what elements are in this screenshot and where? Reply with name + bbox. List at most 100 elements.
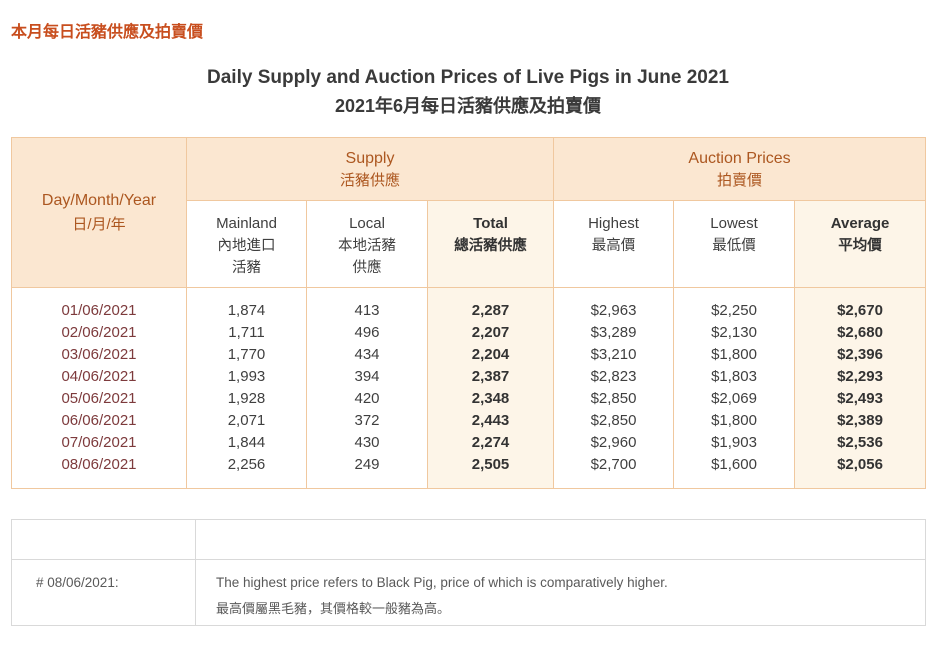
footnote-empty-row	[11, 519, 926, 560]
cell-average: $2,680	[794, 322, 927, 344]
cell-lowest: $2,130	[673, 322, 796, 344]
table-row: 01/06/2021 1,874 413 2,287 $2,963 $2,250 $2,67…	[11, 287, 927, 322]
cell-highest: $2,963	[553, 287, 675, 322]
col-lowest-en: Lowest	[710, 215, 758, 232]
col-header-total: Total 總活豬供應	[426, 200, 555, 288]
page-heading: 本月每日活豬供應及拍賣價	[11, 24, 204, 41]
cell-date: 07/06/2021	[11, 432, 187, 454]
cell-highest: $2,960	[553, 432, 675, 454]
cell-average: $2,670	[794, 287, 927, 322]
group-supply-zh: 活豬供應	[340, 171, 401, 189]
col-local-en: Local	[349, 215, 385, 232]
group-auction-en: Auction Prices	[688, 149, 791, 167]
group-supply-en: Supply	[345, 149, 395, 167]
cell-highest: $2,850	[553, 388, 675, 410]
cell-total: 2,348	[426, 388, 555, 410]
col-highest-en: Highest	[588, 215, 639, 232]
cell-highest: $3,210	[553, 344, 675, 366]
cell-date: 04/06/2021	[11, 366, 187, 388]
date-header-zh: 日/月/年	[72, 216, 126, 233]
footnote-text-en: The highest price refers to Black Pig, p…	[216, 575, 668, 590]
footnote-label: # 08/06/2021:	[11, 559, 196, 626]
col-total-en: Total	[473, 215, 508, 232]
cell-average: $2,056	[794, 454, 927, 489]
cell-local: 420	[306, 388, 428, 410]
cell-mainland: 1,993	[186, 366, 307, 388]
date-column-header: Day/Month/Year 日/月/年	[11, 137, 187, 288]
table-row: 02/06/2021 1,711 496 2,207 $3,289 $2,130 $2,68…	[11, 322, 927, 344]
cell-local: 413	[306, 287, 428, 322]
col-header-average: Average 平均價	[794, 200, 927, 288]
pig-table-body: 01/06/2021 1,874 413 2,287 $2,963 $2,250 $2,67…	[11, 287, 927, 489]
cell-lowest: $2,250	[673, 287, 796, 322]
cell-mainland: 2,071	[186, 410, 307, 432]
cell-total: 2,505	[426, 454, 555, 489]
col-average-en: Average	[830, 215, 890, 232]
cell-lowest: $1,800	[673, 344, 796, 366]
cell-local: 249	[306, 454, 428, 489]
cell-local: 394	[306, 366, 428, 388]
cell-highest: $2,700	[553, 454, 675, 489]
cell-mainland: 1,711	[186, 322, 307, 344]
cell-average: $2,396	[794, 344, 927, 366]
footnote-text-zh: 最高價屬黑毛豬，其價格較一般豬為高。	[216, 601, 451, 616]
cell-mainland: 1,874	[186, 287, 307, 322]
cell-local: 434	[306, 344, 428, 366]
footnote-empty-cell	[11, 519, 196, 560]
group-header-auction-prices: Auction Prices 拍賣價	[553, 137, 927, 201]
cell-highest: $3,289	[553, 322, 675, 344]
cell-local: 496	[306, 322, 428, 344]
col-header-lowest: Lowest 最低價	[673, 200, 796, 288]
cell-date: 05/06/2021	[11, 388, 187, 410]
date-header-en: Day/Month/Year	[41, 192, 157, 209]
col-highest-zh: 最高價	[591, 238, 636, 254]
col-header-local: Local 本地活豬 供應	[306, 200, 428, 288]
col-total-zh: 總活豬供應	[454, 238, 527, 254]
cell-date: 03/06/2021	[11, 344, 187, 366]
cell-local: 430	[306, 432, 428, 454]
cell-average: $2,293	[794, 366, 927, 388]
cell-average: $2,536	[794, 432, 927, 454]
col-mainland-zh: 內地進口 活豬	[217, 238, 276, 276]
col-header-mainland: Mainland 內地進口 活豬	[186, 200, 307, 288]
cell-total: 2,387	[426, 366, 555, 388]
cell-lowest: $2,069	[673, 388, 796, 410]
cell-highest: $2,850	[553, 410, 675, 432]
table-row: 03/06/2021 1,770 434 2,204 $3,210 $1,800 $2,39…	[11, 344, 927, 366]
footnote-table: # 08/06/2021: The highest price refers t…	[11, 519, 926, 626]
cell-mainland: 2,256	[186, 454, 307, 489]
cell-lowest: $1,800	[673, 410, 796, 432]
table-title: Daily Supply and Auction Prices of Live …	[11, 64, 925, 120]
sub-header-row: Mainland 內地進口 活豬 Local 本地活豬 供應 Total 總活豬…	[12, 200, 927, 288]
page: 本月每日活豬供應及拍賣價 Daily Supply and Auction Pr…	[11, 24, 927, 626]
cell-total: 2,287	[426, 287, 555, 322]
col-header-highest: Highest 最高價	[553, 200, 675, 288]
cell-total: 2,204	[426, 344, 555, 366]
table-row: 08/06/2021 2,256 249 2,505 $2,700 $1,600 $2,05…	[11, 454, 927, 489]
cell-mainland: 1,770	[186, 344, 307, 366]
cell-date: 01/06/2021	[11, 287, 187, 322]
cell-total: 2,274	[426, 432, 555, 454]
col-mainland-en: Mainland	[216, 215, 277, 232]
footnote-body: The highest price refers to Black Pig, p…	[195, 559, 926, 626]
supply-price-table: Day/Month/Year 日/月/年 Supply 活豬供應 Auction…	[11, 137, 927, 489]
table-row: 07/06/2021 1,844 430 2,274 $2,960 $1,903 $2,53…	[11, 432, 927, 454]
cell-highest: $2,823	[553, 366, 675, 388]
cell-lowest: $1,803	[673, 366, 796, 388]
cell-date: 06/06/2021	[11, 410, 187, 432]
cell-date: 02/06/2021	[11, 322, 187, 344]
cell-average: $2,493	[794, 388, 927, 410]
table-row: 04/06/2021 1,993 394 2,387 $2,823 $1,803 $2,29…	[11, 366, 927, 388]
table-title-en: Daily Supply and Auction Prices of Live …	[207, 67, 729, 88]
cell-total: 2,207	[426, 322, 555, 344]
group-auction-zh: 拍賣價	[717, 171, 763, 189]
cell-total: 2,443	[426, 410, 555, 432]
col-lowest-zh: 最低價	[712, 238, 756, 254]
footnote-row: # 08/06/2021: The highest price refers t…	[11, 559, 926, 626]
col-local-zh: 本地活豬 供應	[338, 238, 396, 276]
cell-average: $2,389	[794, 410, 927, 432]
group-header-row: Day/Month/Year 日/月/年 Supply 活豬供應 Auction…	[11, 137, 927, 288]
cell-lowest: $1,600	[673, 454, 796, 489]
footnote-empty-cell	[195, 519, 926, 560]
cell-date: 08/06/2021	[11, 454, 187, 489]
